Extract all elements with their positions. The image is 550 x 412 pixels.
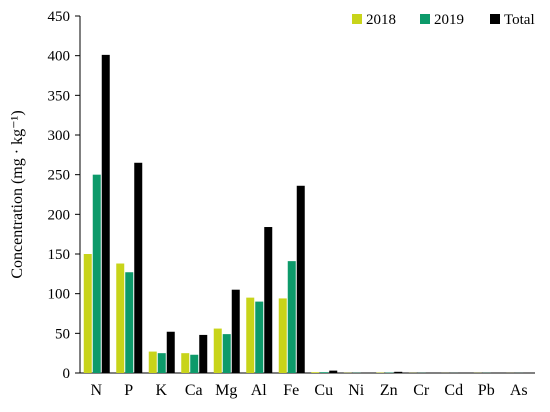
bars [83,54,533,374]
y-axis-label: Concentration (mg · kg⁻¹) [9,110,26,278]
y-axis: 0 50 100 150 200 250 300 350 400 450 [48,9,81,382]
bar-total-p [134,162,143,373]
x-tick-label: Fe [283,382,299,399]
y-tick-label: 50 [55,326,70,342]
x-tick-label: P [124,382,133,399]
bar-2019-k [157,353,166,373]
x-tick-label: Cu [314,382,333,399]
bar-2019-al [255,301,264,373]
y-tick-label: 100 [48,287,71,303]
x-tick-label: N [90,382,102,399]
legend-label: 2018 [366,12,396,28]
y-tick-label: 250 [48,168,71,184]
bar-total-al [264,227,273,373]
x-tick-label: Ca [185,382,203,399]
y-tick-label: 200 [48,207,71,223]
bar-2018-al [246,297,255,373]
bar-total-k [166,331,175,373]
x-tick-label: Cd [444,382,463,399]
bar-total-zn [394,371,403,373]
x-tick-label: Zn [380,382,398,399]
x-tick-label: Mg [215,382,237,399]
bar-total-fe [296,185,305,373]
bar-total-cu [329,370,338,373]
y-tick-label: 300 [48,128,71,144]
bar-total-n [101,54,110,374]
bar-total-ca [199,334,208,373]
bar-2018-mg [213,328,222,373]
x-axis: N P K Ca Mg Al Fe Cu Ni Zn Cr Cd Pb As [80,372,535,399]
x-tick-label: Cr [413,382,430,399]
x-tick-label: Al [251,382,268,399]
bar-total-mg [231,289,240,373]
bar-2018-k [148,351,157,373]
bar-2019-p [125,272,134,373]
x-tick-label: Pb [478,382,495,399]
y-tick-label: 400 [48,49,71,65]
y-tick-label: 450 [48,9,71,25]
bar-2019-ca [190,354,199,373]
bar-2019-fe [287,261,296,373]
legend-swatch-2018 [352,14,362,24]
bar-2018-cu [311,372,320,373]
x-tick-label: K [155,382,167,399]
bar-2019-cu [320,372,329,373]
y-tick-label: 150 [48,247,71,263]
legend-label: Total [504,12,535,28]
bar-2018-fe [278,298,287,373]
legend-label: 2019 [434,12,464,28]
bar-2018-n [83,254,92,373]
bar-2019-n [92,174,101,373]
bar-2019-mg [222,334,231,373]
x-tick-label: As [510,382,528,399]
legend: 2018 2019 Total [352,12,535,28]
y-tick-label: 0 [63,366,71,382]
x-tick-label: Ni [348,382,365,399]
legend-swatch-2019 [420,14,430,24]
legend-swatch-total [490,14,500,24]
bar-2018-p [116,263,125,373]
y-tick-label: 350 [48,88,71,104]
bar-2018-ca [181,353,190,373]
